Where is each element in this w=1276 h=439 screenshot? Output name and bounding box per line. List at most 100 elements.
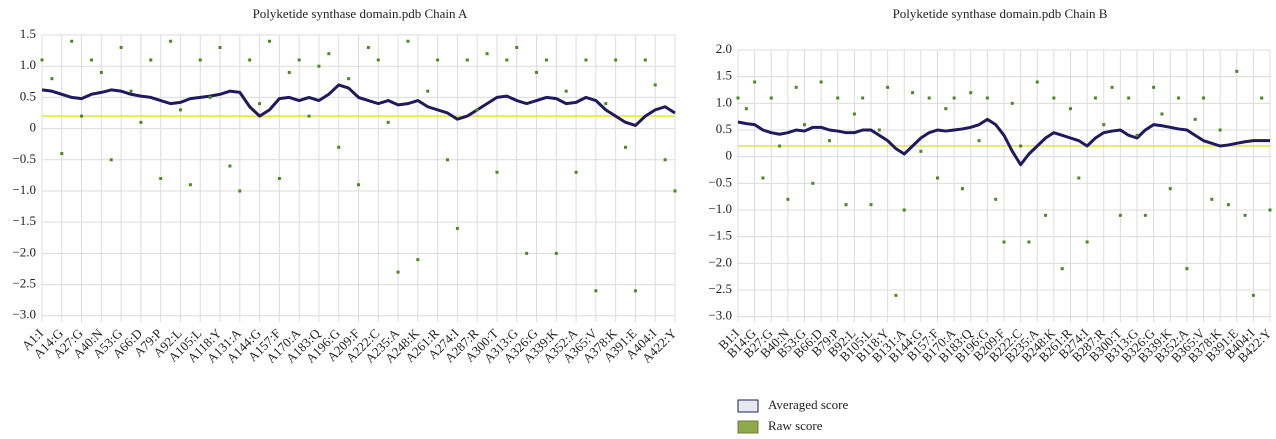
raw-point (827, 139, 831, 143)
raw-point (129, 89, 133, 93)
raw-point (307, 114, 311, 118)
raw-point (1093, 96, 1097, 100)
raw-point (794, 85, 798, 89)
raw-point (475, 108, 479, 112)
y-tick-label: 1.5 (20, 26, 36, 41)
raw-point (944, 107, 948, 111)
raw-point (1268, 208, 1272, 212)
raw-point (1235, 69, 1239, 73)
raw-point (736, 96, 740, 100)
raw-point (188, 183, 192, 187)
raw-point (119, 45, 123, 49)
raw-point (455, 226, 459, 230)
raw-point (1168, 187, 1172, 191)
raw-point (1102, 123, 1106, 127)
raw-point (376, 58, 380, 62)
y-tick-label: −2.5 (12, 276, 36, 291)
raw-point (416, 258, 420, 262)
raw-point (786, 197, 790, 201)
raw-point (594, 289, 598, 293)
raw-point (985, 96, 989, 100)
raw-point (1127, 96, 1131, 100)
raw-point (178, 108, 182, 112)
raw-point (495, 170, 499, 174)
raw-point (836, 96, 840, 100)
raw-point (819, 80, 823, 84)
raw-point (1143, 213, 1147, 217)
raw-point (139, 120, 143, 124)
raw-point (902, 208, 906, 212)
legend-swatch (737, 420, 759, 434)
raw-point (80, 114, 84, 118)
raw-point (1135, 133, 1139, 137)
raw-point (919, 149, 923, 153)
raw-point (267, 39, 271, 43)
raw-point (277, 177, 281, 180)
y-tick-label: 0.5 (716, 121, 732, 136)
raw-point (769, 96, 773, 100)
raw-point (1185, 267, 1189, 271)
y-tick-label: 1.0 (716, 94, 732, 109)
raw-point (1260, 96, 1264, 100)
averaged-line (737, 117, 1270, 167)
raw-point (1010, 101, 1014, 105)
raw-point (753, 80, 757, 84)
raw-point (1019, 144, 1023, 148)
y-tick-label: −1.5 (12, 213, 36, 228)
raw-point (525, 251, 529, 255)
y-tick-label: 1.5 (716, 68, 732, 83)
raw-point (574, 170, 578, 174)
raw-point (317, 64, 321, 68)
raw-point (744, 107, 748, 111)
raw-point (1027, 240, 1031, 244)
raw-point (1226, 203, 1230, 207)
raw-point (228, 164, 232, 168)
y-tick-label: −2.0 (708, 254, 732, 269)
raw-point (465, 58, 469, 62)
y-tick-label: 0 (726, 148, 733, 163)
raw-point (544, 58, 548, 62)
y-tick-label: 0.5 (20, 88, 36, 103)
raw-point (446, 158, 450, 162)
raw-point (1060, 267, 1064, 271)
raw-point (803, 123, 806, 127)
chart: Polyketide synthase domain.pdb Chain A 1.… (12, 6, 679, 366)
y-tick-label: −3.0 (12, 307, 36, 322)
raw-point (287, 70, 291, 74)
raw-point (386, 120, 390, 124)
y-tick-label: −2.5 (708, 281, 732, 296)
raw-point (396, 270, 400, 274)
raw-point (952, 96, 956, 100)
raw-point (1035, 80, 1039, 84)
chart-title: Polyketide synthase domain.pdb Chain B (893, 6, 1108, 21)
raw-point (99, 70, 103, 74)
raw-point (633, 289, 637, 293)
raw-point (218, 45, 222, 49)
raw-point (357, 183, 360, 187)
raw-point (1152, 85, 1156, 89)
raw-point (40, 58, 44, 62)
y-tick-label: −2.0 (12, 244, 36, 259)
raw-point (337, 145, 341, 149)
raw-point (977, 139, 981, 143)
raw-point (673, 189, 677, 193)
averaged-line (41, 83, 676, 127)
raw-point (426, 89, 430, 93)
raw-point (960, 187, 964, 191)
raw-point (1202, 96, 1205, 100)
raw-point (248, 58, 252, 62)
raw-point (761, 176, 765, 180)
raw-point (1110, 85, 1114, 89)
raw-point (159, 177, 163, 180)
raw-point (1218, 128, 1222, 132)
raw-point (994, 197, 998, 201)
raw-point (1085, 240, 1089, 244)
raw-point (1052, 96, 1056, 100)
legend-label: Averaged score (768, 397, 848, 412)
raw-point (505, 58, 509, 62)
y-tick-label: −1.0 (708, 201, 732, 216)
y-tick-label: 1.0 (20, 57, 36, 72)
raw-point (1243, 213, 1247, 217)
raw-point (1118, 213, 1122, 217)
